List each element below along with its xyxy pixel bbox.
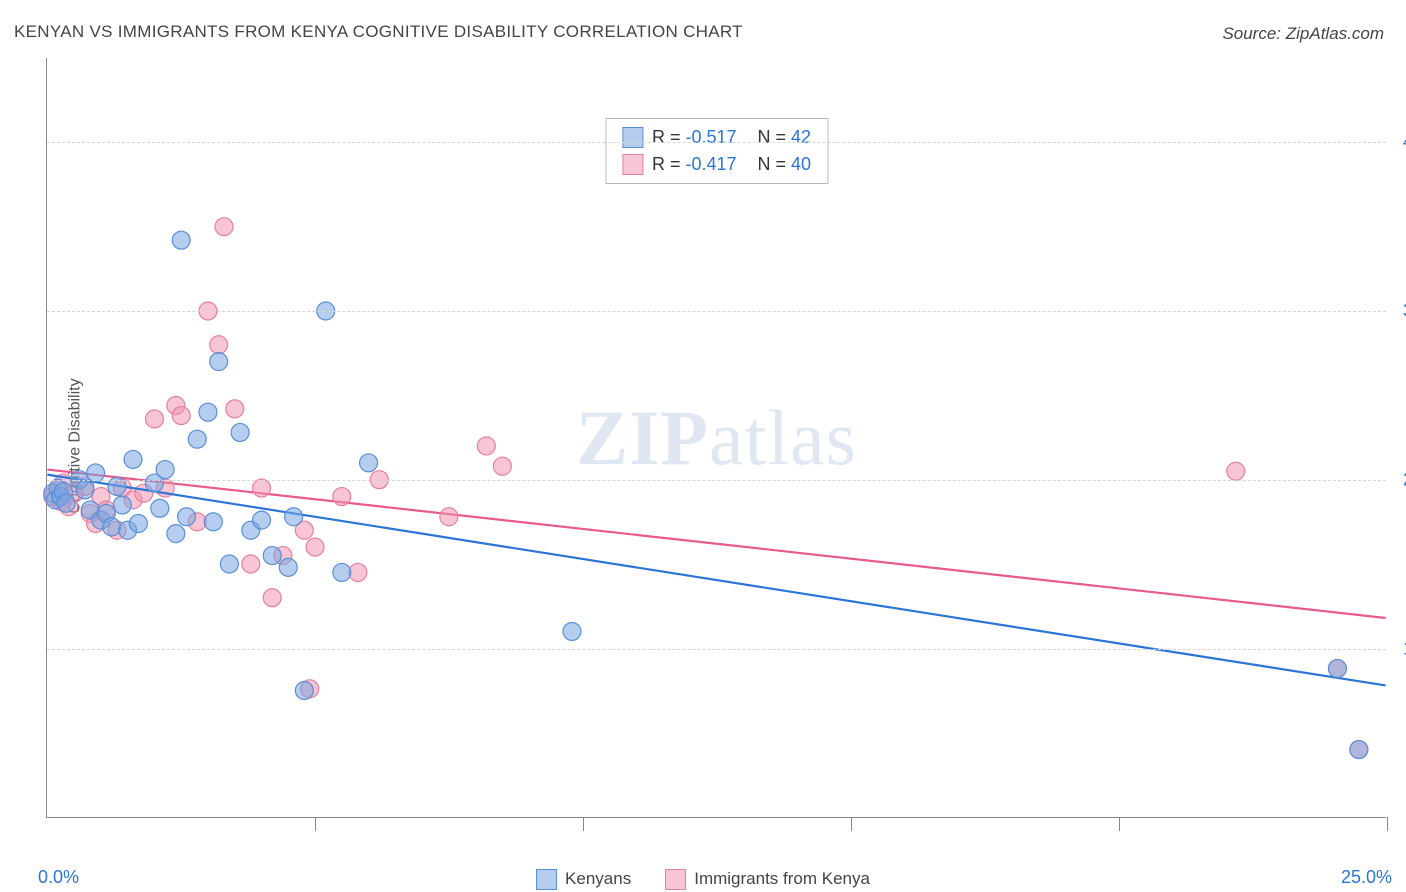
kenyans-point [253, 511, 271, 529]
immigrants-point [215, 218, 233, 236]
series-legend-label: Kenyans [565, 869, 631, 888]
plot-area: ZIPatlas R = -0.517N = 42R = -0.417N = 4… [46, 58, 1386, 818]
stat-n-label: N = [758, 124, 787, 151]
x-tick-max: 25.0% [1341, 867, 1392, 888]
kenyans-point [263, 547, 281, 565]
kenyans-point [129, 515, 147, 533]
immigrants-point [210, 336, 228, 354]
legend-swatch [665, 869, 686, 890]
correlation-legend-row: R = -0.517 N = 42 [622, 124, 811, 151]
immigrants-point [1227, 462, 1245, 480]
kenyans-point [156, 461, 174, 479]
chart-container: KENYAN VS IMMIGRANTS FROM KENYA COGNITIV… [0, 0, 1406, 892]
immigrants-point [493, 457, 511, 475]
immigrants-point [253, 479, 271, 497]
stat-r-label: R = [652, 124, 681, 151]
series-legend: Kenyans Immigrants from Kenya [536, 869, 870, 890]
kenyans-point [188, 430, 206, 448]
kenyans-point [124, 450, 142, 468]
x-tick-mark [315, 817, 316, 831]
kenyans-point [563, 622, 581, 640]
immigrants-point [172, 407, 190, 425]
kenyans-point [113, 496, 131, 514]
immigrants-point [477, 437, 495, 455]
chart-title: KENYAN VS IMMIGRANTS FROM KENYA COGNITIV… [14, 22, 743, 42]
kenyans-point [76, 481, 94, 499]
kenyans-point [178, 508, 196, 526]
gridline [47, 142, 1386, 143]
x-tick-mark [851, 817, 852, 831]
gridline [47, 480, 1386, 481]
legend-swatch [622, 127, 643, 148]
kenyans-point [279, 558, 297, 576]
kenyans-point [172, 231, 190, 249]
kenyans-point [285, 508, 303, 526]
kenyans-regression-line [47, 475, 1385, 686]
kenyans-point [57, 494, 75, 512]
immigrants-point [242, 555, 260, 573]
kenyans-point [199, 403, 217, 421]
correlation-legend: R = -0.517 N = 42 R = -0.417 N = 40 [605, 118, 828, 184]
stat-n-value: 40 [791, 151, 811, 178]
gridline [47, 311, 1386, 312]
immigrants-point [263, 589, 281, 607]
gridline [47, 649, 1386, 650]
x-tick-mark [1387, 817, 1388, 831]
kenyans-point [1328, 660, 1346, 678]
kenyans-point [151, 499, 169, 517]
x-tick-mark [1119, 817, 1120, 831]
stat-n-value: 42 [791, 124, 811, 151]
immigrants-point [226, 400, 244, 418]
immigrants-point [349, 563, 367, 581]
stat-r-value: -0.517 [685, 124, 736, 151]
x-tick-min: 0.0% [38, 867, 79, 888]
immigrants-point [440, 508, 458, 526]
immigrants-point [145, 410, 163, 428]
x-tick-mark [583, 817, 584, 831]
series-legend-item: Kenyans [536, 869, 631, 890]
kenyans-point [360, 454, 378, 472]
immigrants-point [333, 488, 351, 506]
stat-r-value: -0.417 [685, 151, 736, 178]
kenyans-point [167, 525, 185, 543]
kenyans-point [295, 682, 313, 700]
source-attribution: Source: ZipAtlas.com [1222, 24, 1384, 44]
kenyans-point [333, 563, 351, 581]
correlation-legend-row: R = -0.417 N = 40 [622, 151, 811, 178]
legend-swatch [622, 154, 643, 175]
immigrants-regression-line [47, 470, 1385, 618]
series-legend-label: Immigrants from Kenya [694, 869, 870, 888]
kenyans-point [204, 513, 222, 531]
kenyans-point [231, 423, 249, 441]
stat-n-label: N = [758, 151, 787, 178]
stat-r-label: R = [652, 151, 681, 178]
immigrants-point [306, 538, 324, 556]
kenyans-point [220, 555, 238, 573]
kenyans-point [87, 464, 105, 482]
kenyans-point [1350, 741, 1368, 759]
series-legend-item: Immigrants from Kenya [665, 869, 870, 890]
kenyans-point [103, 518, 121, 536]
legend-swatch [536, 869, 557, 890]
kenyans-point [210, 353, 228, 371]
